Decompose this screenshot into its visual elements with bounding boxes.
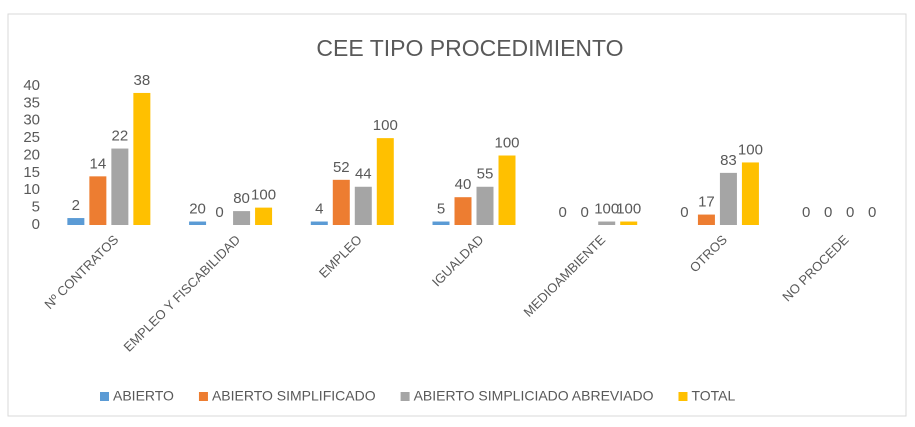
bar [741,162,759,225]
data-label: 40 [455,176,472,193]
y-tick-label: 40 [23,77,40,94]
data-label: 22 [112,128,129,145]
y-tick-label: 10 [23,181,40,198]
y-tick-label: 25 [23,129,40,146]
bar [89,176,107,225]
data-label: 100 [616,200,641,217]
data-label: 20 [189,200,206,217]
data-label: 52 [333,159,350,176]
data-label: 38 [134,72,151,89]
data-label: 0 [868,204,876,221]
data-label: 100 [594,200,619,217]
data-label: 100 [738,141,763,158]
data-label: 55 [477,166,494,183]
bar [376,138,394,225]
bar [332,179,350,225]
bar [189,221,207,225]
bar [498,155,516,225]
bar [233,211,251,225]
y-tick-label: 0 [32,216,40,233]
bar [255,207,273,225]
data-label: 14 [90,155,107,172]
legend-label: TOTAL [691,388,735,404]
data-label: 5 [437,200,445,217]
data-label: 0 [215,204,223,221]
legend-label: ABIERTO SIMPLIFICADO [212,388,376,404]
bar [697,214,715,225]
y-tick-label: 15 [23,164,40,181]
y-tick-label: 20 [23,146,40,163]
bar [598,221,616,225]
data-label: 100 [494,134,519,151]
bar [476,186,494,225]
data-label: 83 [720,152,737,169]
legend-swatch [198,392,208,401]
data-label: 44 [355,166,372,183]
bar [111,148,129,225]
legend-swatch [100,392,109,401]
bar [620,221,638,225]
legend-label: ABIERTO [113,388,174,404]
bar [133,92,151,225]
data-label: 4 [315,200,323,217]
bar [310,221,328,225]
data-label: 80 [233,190,250,207]
legend-label: ABIERTO SIMPLICIADO ABREVIADO [414,388,654,404]
bar [432,221,450,225]
data-label: 0 [680,204,688,221]
bar [719,172,737,225]
legend-swatch [400,392,410,401]
bar [354,186,372,225]
data-label: 17 [698,194,715,211]
data-label: 100 [251,187,276,204]
y-tick-label: 35 [23,94,40,111]
chart-title: CEE TIPO PROCEDIMIENTO [316,35,623,61]
data-label: 0 [802,204,810,221]
legend-swatch [678,392,688,401]
bar [454,197,472,225]
y-tick-label: 30 [23,112,40,129]
bar [67,218,85,225]
data-label: 0 [559,204,567,221]
data-label: 0 [581,204,589,221]
data-label: 2 [72,197,80,214]
data-label: 0 [824,204,832,221]
data-label: 0 [846,204,854,221]
data-label: 100 [373,117,398,134]
y-tick-label: 5 [32,199,40,216]
